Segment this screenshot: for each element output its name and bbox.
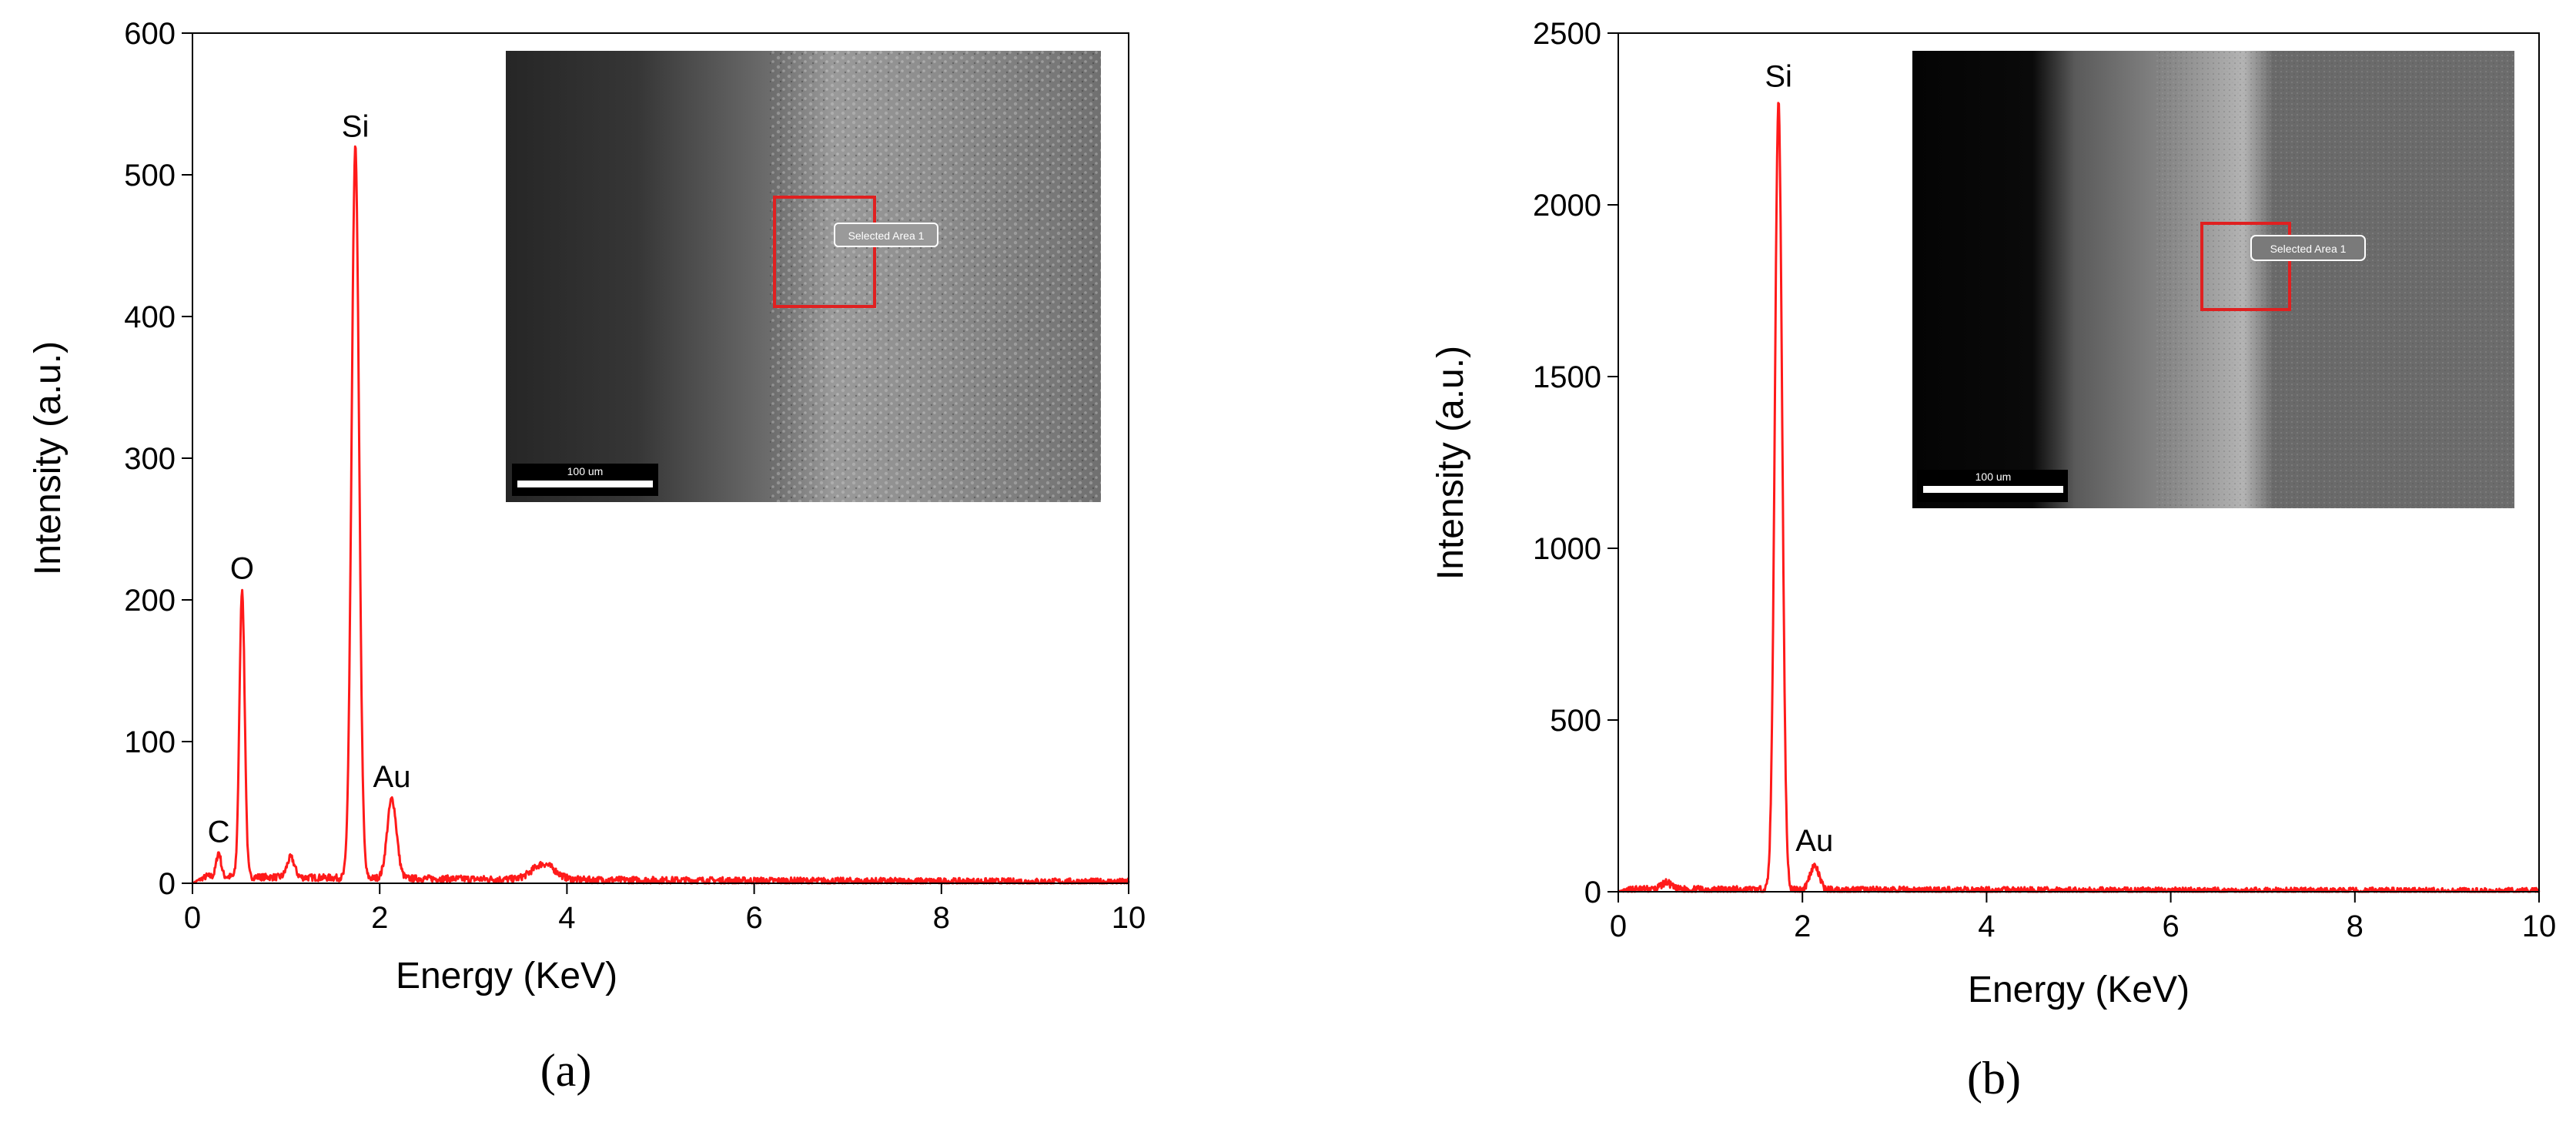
x-tick-label: 10 [2522, 909, 2557, 943]
scale-bar-bg-a [512, 464, 658, 496]
y-tick-label: 200 [124, 584, 176, 618]
y-tick-label: 300 [124, 442, 176, 476]
y-tick-label: 2500 [1533, 17, 1601, 51]
roi-label-b: Selected Area 1 [2270, 243, 2347, 255]
peak-label: Au [373, 760, 411, 794]
roi-label-box-b [2250, 235, 2366, 261]
inset-micrograph-a: Selected Area 1 100 um [506, 51, 1101, 502]
peak-label: Si [342, 109, 370, 143]
y-tick-label: 0 [159, 867, 176, 901]
panel-label-b: (b) [1967, 1053, 2021, 1104]
y-axis-label-a: Intensity (a.u.) [28, 341, 69, 575]
roi-label-a: Selected Area 1 [848, 229, 925, 242]
x-tick-label: 6 [745, 901, 762, 935]
x-tick-label: 2 [1794, 909, 1811, 943]
panel-b: Selected Area 1 100 um Si Au 0 2 4 6 8 10 0 500… [1430, 17, 2556, 1104]
y-tick-label: 600 [124, 17, 176, 51]
x-tick-label: 4 [558, 901, 575, 935]
scale-bar-a [517, 481, 653, 487]
peak-label: Au [1795, 824, 1833, 858]
x-tick-label: 0 [184, 901, 201, 935]
roi-box-b [2200, 222, 2291, 311]
x-tick-label: 2 [371, 901, 388, 935]
y-tick-label: 2000 [1533, 189, 1601, 223]
panel-a: Selected Area 1 100 um C O Si Au 0 2 4 6 8 10 0 1… [28, 17, 1146, 1096]
y-tick-label: 1500 [1533, 360, 1601, 394]
peak-label: C [208, 816, 230, 849]
y-tick-label: 500 [1550, 704, 1601, 738]
y-tick-label: 500 [124, 159, 176, 193]
scale-bar-b [1923, 486, 2063, 493]
plot-frame-a [192, 32, 1129, 884]
x-axis-label-a: Energy (KeV) [396, 956, 617, 996]
y-tick-label: 1000 [1533, 532, 1601, 566]
x-tick-label: 8 [2347, 909, 2364, 943]
y-tick-label: 0 [1584, 876, 1601, 909]
x-axis-label-b: Energy (KeV) [1968, 970, 2190, 1010]
y-tick-label: 400 [124, 300, 176, 334]
plot-frame-b [1618, 32, 2540, 893]
x-tick-label: 6 [2162, 909, 2179, 943]
peak-label: O [230, 551, 254, 585]
inset-micrograph-b: Selected Area 1 100 um [1912, 51, 2514, 508]
y-tick-label: 100 [124, 725, 176, 759]
scale-bar-label-b: 100 um [1975, 471, 2012, 483]
y-axis-label-b: Intensity (a.u.) [1430, 346, 1471, 580]
spectrum-line-a [192, 145, 1130, 885]
x-tick-label: 0 [1610, 909, 1627, 943]
panel-label-a: (a) [540, 1045, 592, 1096]
x-tick-label: 8 [933, 901, 950, 935]
x-tick-label: 10 [1112, 901, 1146, 935]
roi-label-box-a [834, 223, 938, 247]
peak-label: Si [1765, 59, 1792, 93]
scale-bar-label-a: 100 um [567, 465, 604, 477]
x-tick-label: 4 [1978, 909, 1995, 943]
roi-box-a [773, 196, 876, 308]
